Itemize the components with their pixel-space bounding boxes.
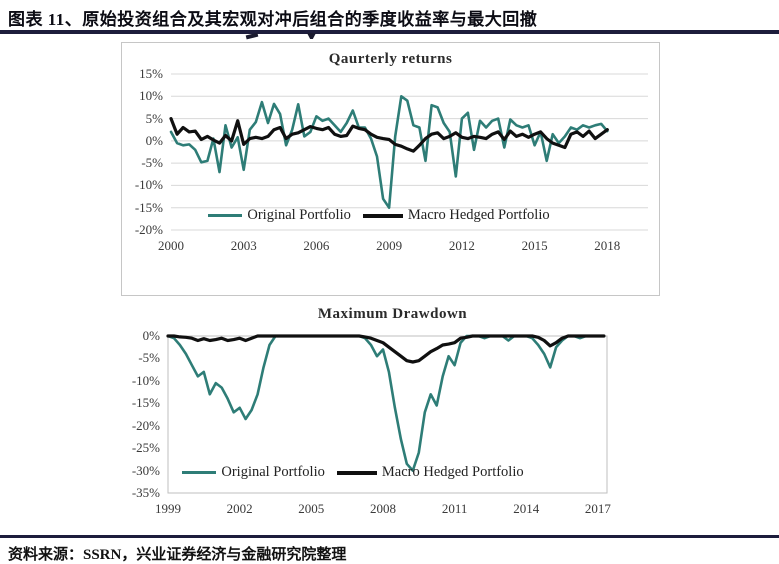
y-axis-tick-label: -5% [138,350,160,366]
original-portfolio-line-icon [182,471,217,474]
legend-item-original-portfolio: Original Portfolio [208,207,351,224]
x-axis-tick-label: 2015 [521,238,548,253]
legend-item-macro-hedged-portfolio: Macro Hedged Portfolio [362,207,550,224]
legend-label: Original Portfolio [247,207,351,223]
header-divider-line [0,30,779,34]
y-axis-tick-label: -25% [131,440,160,456]
x-axis-tick-label: 1999 [155,501,181,516]
legend: Original Portfolio Macro Hedged Portfoli… [122,207,636,224]
y-axis-tick-label: -30% [131,462,160,478]
y-axis-tick-label: 10% [139,88,163,104]
x-axis-tick-label: 2008 [369,501,396,516]
original-portfolio-line-icon [208,214,243,217]
y-axis-tick-label: -15% [134,199,163,215]
x-axis-tick-label: 2000 [158,238,184,253]
legend-item-original-portfolio: Original Portfolio [182,464,325,481]
y-axis-tick-label: -35% [131,485,160,500]
footer-divider-line [0,535,779,538]
data-source-note: 资料来源：SSRN，兴业证券经济与金融研究院整理 [8,547,347,563]
y-axis-tick-label: 0% [142,328,160,343]
x-axis-tick-label: 2003 [230,238,257,253]
x-axis-tick-label: 2018 [594,238,621,253]
legend-label: Macro Hedged Portfolio [381,464,524,480]
y-axis-tick-label: -10% [131,372,160,388]
macro-hedged-portfolio-line-icon [336,470,377,475]
x-axis-tick-label: 2005 [298,501,325,516]
x-axis-tick-label: 2009 [376,238,403,253]
y-axis-tick-label: 5% [145,110,163,126]
figure-title: 图表 11、原始投资组合及其宏观对冲后组合的季度收益率与最大回撤 [8,10,538,29]
quarterly-returns-chart-plot [169,73,648,231]
x-axis-tick-label: 2006 [303,238,330,253]
legend-label: Original Portfolio [221,464,325,480]
y-axis-tick-label: 15% [139,66,163,81]
maximum-drawdown-chart-plot [166,334,608,494]
legend: Original Portfolio Macro Hedged Portfoli… [120,464,586,481]
y-axis-tick-label: -5% [141,155,163,171]
macro-hedged-portfolio-line-icon [362,213,403,218]
y-axis-tick-label: -10% [134,177,163,193]
legend-label: Macro Hedged Portfolio [407,207,550,223]
y-axis-tick-label: -15% [131,395,160,411]
maximum-drawdown-chart: Maximum Drawdown Original Portfolio Macr… [120,301,665,541]
y-axis-tick-label: -20% [134,222,163,237]
maximum-drawdown-chart-title: Maximum Drawdown [317,306,468,322]
y-axis-tick-label: -20% [131,417,160,433]
quarterly-returns-chart-title: Qaurterly returns [328,51,453,67]
x-axis-tick-label: 2002 [226,501,253,516]
quarterly-returns-chart: Qaurterly returns Original Portfolio Mac… [121,42,660,296]
legend-item-macro-hedged-portfolio: Macro Hedged Portfolio [336,464,524,481]
x-axis-tick-label: 2017 [584,501,611,516]
x-axis-tick-label: 2011 [441,501,468,516]
cropped-text-artifact [307,33,316,39]
y-axis-tick-label: 0% [145,132,163,148]
x-axis-tick-label: 2012 [448,238,475,253]
x-axis-tick-label: 2014 [513,501,540,516]
